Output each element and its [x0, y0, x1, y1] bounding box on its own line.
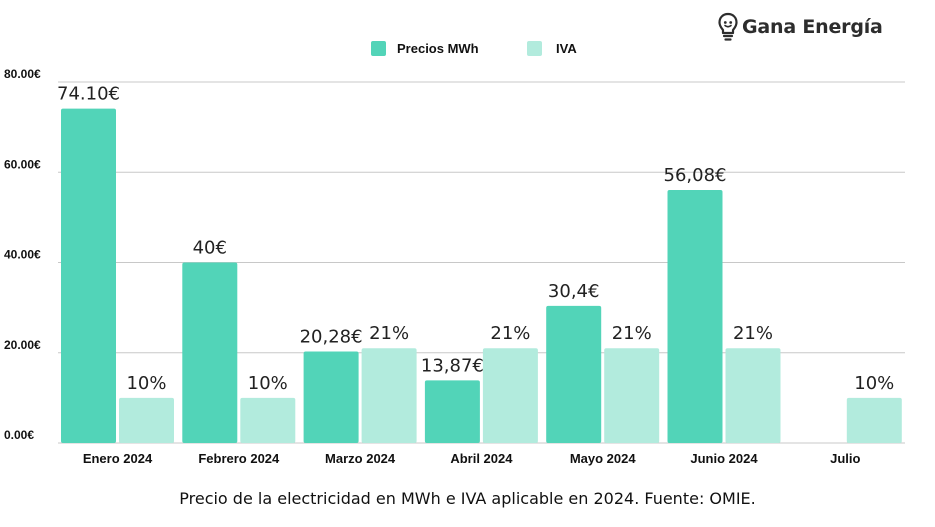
brand-name: Gana Energía	[742, 16, 883, 38]
bar-iva	[482, 348, 538, 443]
bar-iva	[240, 397, 296, 443]
bar-precio	[667, 189, 723, 443]
chart-caption: Precio de la electricidad en MWh e IVA a…	[179, 489, 756, 508]
legend: Precios MWh IVA	[371, 41, 577, 56]
x-category-label: Febrero 2024	[198, 451, 280, 466]
x-axis-categories: Enero 2024 Febrero 2024 Marzo 2024 Abril 20…	[83, 451, 861, 466]
bar-iva	[604, 348, 660, 443]
data-label-precio: 13,87€	[421, 355, 484, 376]
y-tick-label: 40.00€	[4, 248, 41, 262]
bar-chart: 0.00€ 20.00€ 40.00€ 60.00€ 80.00€ 74.10€ 10% 4…	[4, 41, 905, 466]
bar-precio	[424, 380, 480, 443]
data-label-iva: 21%	[733, 323, 773, 344]
data-label-iva: 10%	[248, 373, 288, 394]
y-tick-label: 80.00€	[4, 67, 41, 81]
bar-precio	[61, 108, 116, 443]
data-label-precio: 20,28€	[300, 326, 363, 347]
data-label-iva: 10%	[126, 373, 166, 394]
x-category-label: Marzo 2024	[325, 451, 396, 466]
bar-iva	[119, 397, 174, 443]
bar-precio	[182, 262, 238, 443]
data-label-precio: 30,4€	[548, 281, 600, 302]
data-label-iva: 21%	[490, 323, 530, 344]
data-label-precio: 40€	[193, 238, 227, 259]
data-label-precio: 56,08€	[664, 165, 727, 186]
x-category-label: Enero 2024	[83, 451, 153, 466]
legend-swatch-iva	[527, 41, 542, 56]
y-tick-label: 0.00€	[4, 428, 34, 442]
x-category-label: Abril 2024	[450, 451, 513, 466]
data-label-iva: 21%	[369, 323, 409, 344]
brand-logo: Gana Energía	[718, 10, 883, 44]
data-label-precio: 74.10€	[57, 84, 120, 105]
bar-precio	[546, 305, 602, 443]
bar-iva	[725, 348, 781, 443]
bar-iva	[846, 397, 902, 443]
legend-label-iva: IVA	[556, 41, 577, 56]
data-label-iva: 21%	[612, 323, 652, 344]
x-category-label: Mayo 2024	[570, 451, 637, 466]
y-tick-label: 60.00€	[4, 157, 41, 171]
data-labels: 74.10€ 10% 40€ 10% 20,28€ 21% 13,87€ 21% 30,4€ 21…	[57, 84, 894, 394]
legend-label-precio: Precios MWh	[397, 41, 479, 56]
x-category-label: Junio 2024	[690, 451, 758, 466]
lightbulb-icon	[718, 12, 738, 41]
bar-precio	[303, 351, 359, 443]
y-tick-label: 20.00€	[4, 338, 41, 352]
y-axis-ticks: 0.00€ 20.00€ 40.00€ 60.00€ 80.00€	[4, 67, 41, 442]
x-category-label: Julio	[830, 451, 860, 466]
bars	[61, 108, 902, 443]
legend-swatch-precio	[371, 41, 386, 56]
data-label-iva: 10%	[854, 373, 894, 394]
bar-iva	[361, 348, 417, 443]
